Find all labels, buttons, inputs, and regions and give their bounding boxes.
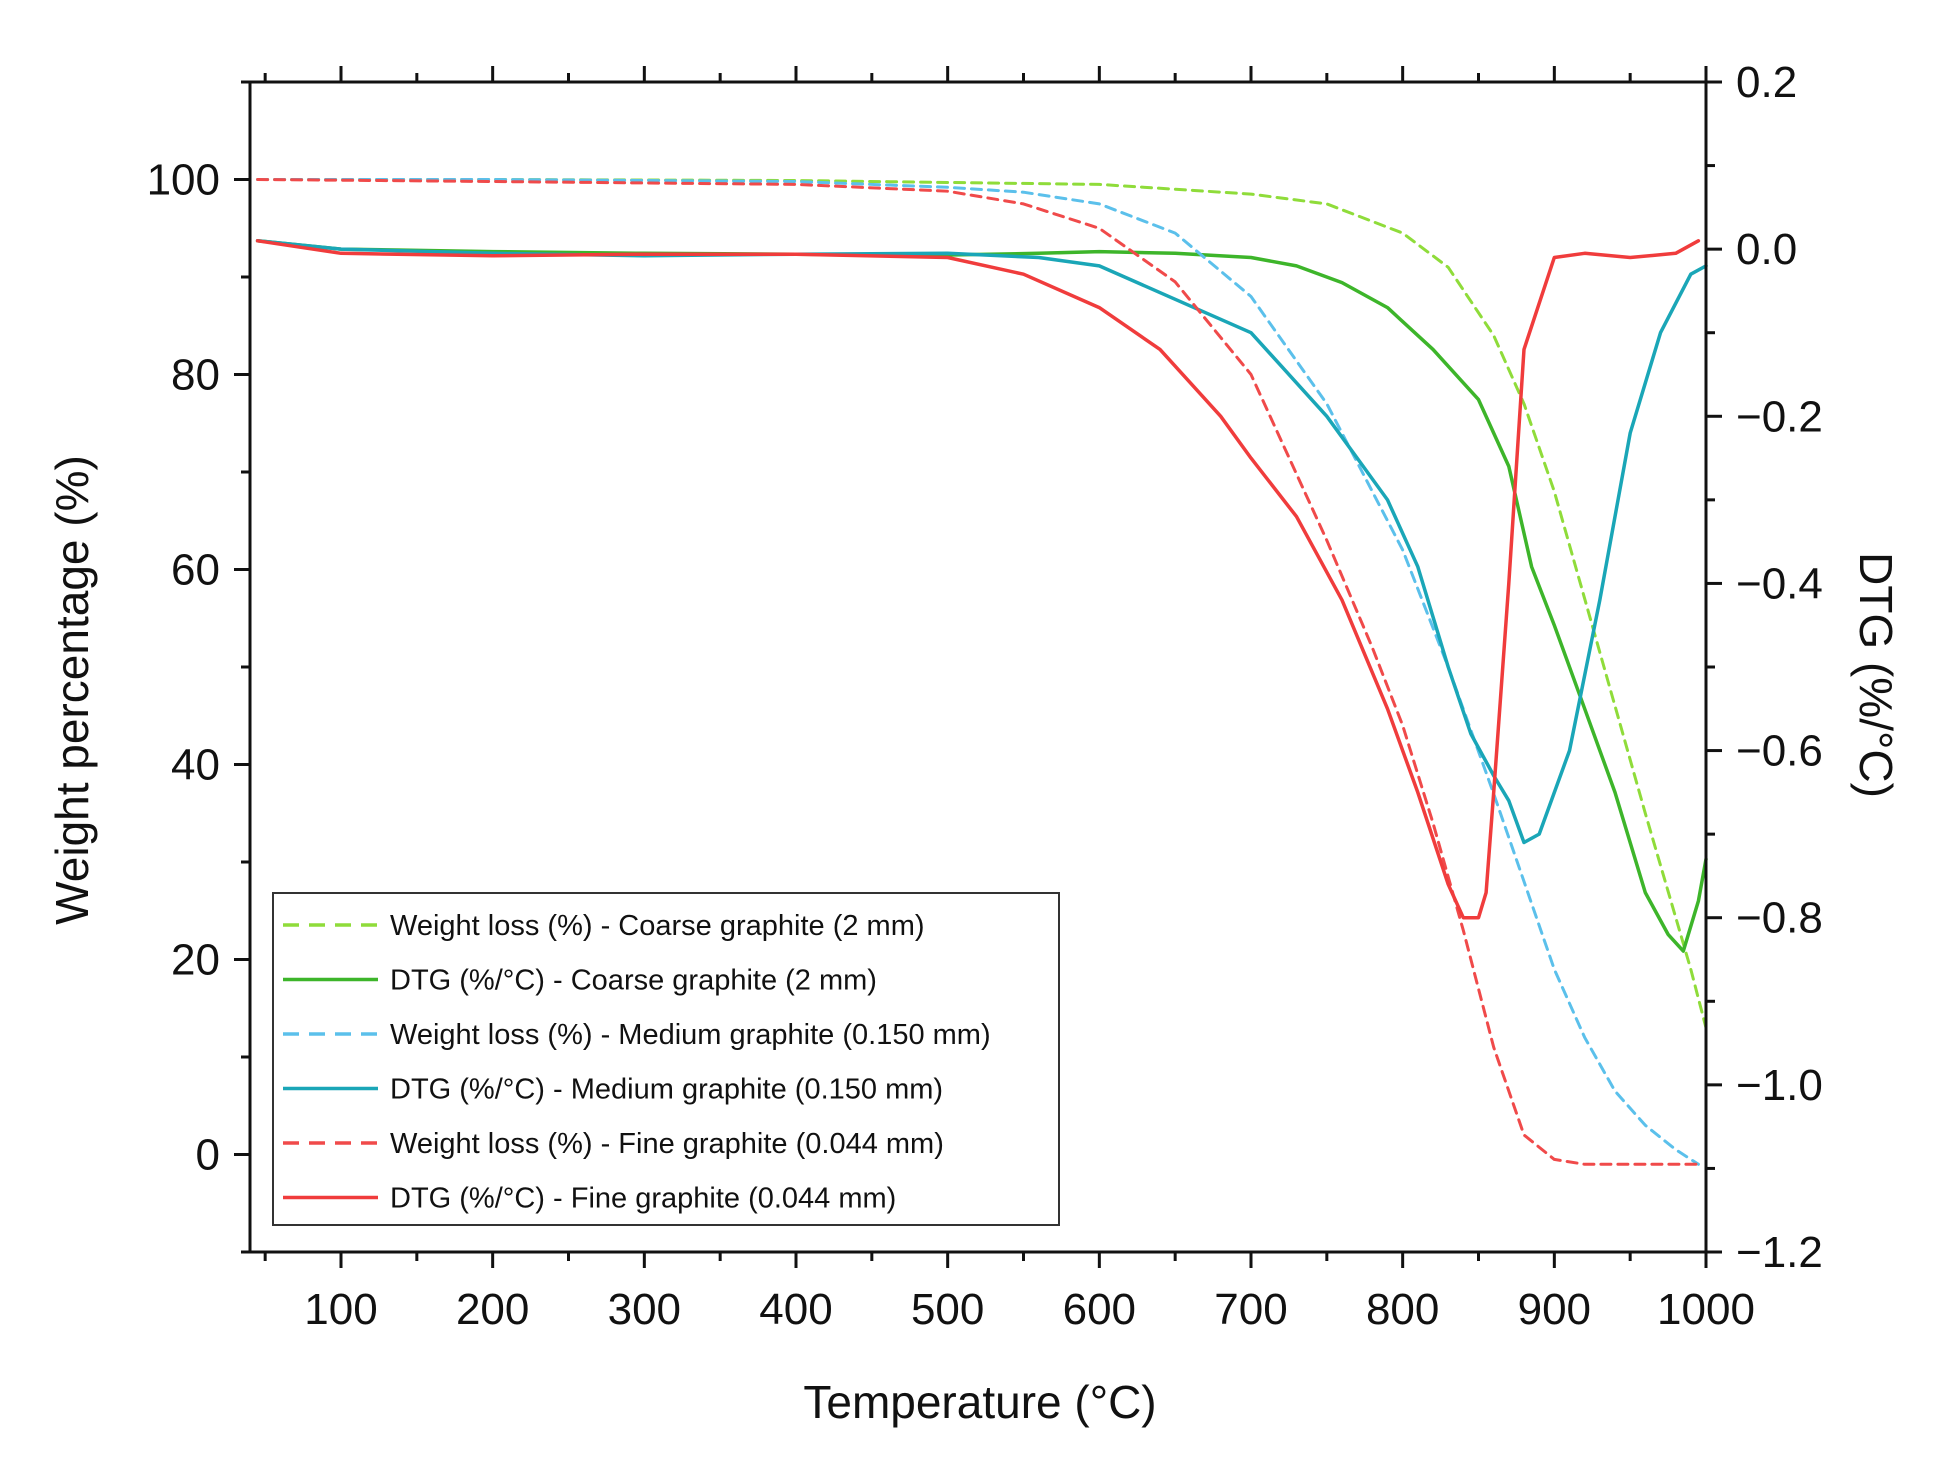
series-line-3 (256, 178, 1700, 1166)
legend-label-1: Weight loss (%) - Coarse graphite (2 mm) (390, 910, 925, 942)
y2-tick-label: −0.6 (1736, 727, 1823, 776)
x-tick-label: 400 (759, 1285, 832, 1334)
x-tick-label: 100 (304, 1285, 377, 1334)
x-tick-label: 300 (608, 1285, 681, 1334)
y2-tick-label: 0.2 (1736, 58, 1797, 107)
x-tick-label: 800 (1366, 1285, 1439, 1334)
legend-label-3: Weight loss (%) - Medium graphite (0.150… (390, 1019, 991, 1051)
legend-label-6: DTG (%/°C) - Fine graphite (0.044 mm) (390, 1183, 896, 1215)
series-line-4 (255, 239, 1708, 845)
legend-label-4: DTG (%/°C) - Medium graphite (0.150 mm) (390, 1074, 943, 1106)
x-tick-label: 1000 (1657, 1285, 1755, 1334)
y2-tick-label: 0.0 (1736, 225, 1797, 274)
y2-tick-label: −1.2 (1736, 1228, 1823, 1277)
y2-axis-title: DTG (%/°C) (1850, 552, 1902, 798)
x-axis-title: Temperature (°C) (803, 1376, 1156, 1428)
y-tick-label: 20 (171, 936, 220, 985)
series-line-1 (256, 178, 1708, 1030)
x-tick-label: 500 (911, 1285, 984, 1334)
axes-layer: 100 200 300 400 500 600 700 800 900 1000 0 20 40 60 80… (147, 58, 1823, 1334)
y-axis-title: Weight percentage (%) (46, 455, 98, 925)
x-tick-label: 900 (1518, 1285, 1591, 1334)
x-tick-label: 600 (1063, 1285, 1136, 1334)
y2-tick-label: −0.4 (1736, 559, 1823, 608)
legend-label-2: DTG (%/°C) - Coarse graphite (2 mm) (390, 965, 877, 997)
y-tick-label: 0 (196, 1131, 220, 1180)
y-tick-label: 100 (147, 156, 220, 205)
series-line-5 (256, 178, 1700, 1166)
legend: Weight loss (%) - Coarse graphite (2 mm)… (272, 892, 1060, 1226)
y2-tick-label: −1.0 (1736, 1061, 1823, 1110)
legend-box (272, 892, 1060, 1226)
y-tick-label: 40 (171, 741, 220, 790)
y2-tick-label: −0.8 (1736, 894, 1823, 943)
x-tick-label: 700 (1214, 1285, 1287, 1334)
series-line-6 (255, 239, 1701, 920)
y2-tick-label: −0.2 (1736, 392, 1823, 441)
legend-label-5: Weight loss (%) - Fine graphite (0.044 m… (390, 1128, 944, 1160)
x-tick-label: 200 (456, 1285, 529, 1334)
y-tick-label: 80 (171, 351, 220, 400)
y-tick-label: 60 (171, 546, 220, 595)
series-layer (255, 178, 1708, 1166)
